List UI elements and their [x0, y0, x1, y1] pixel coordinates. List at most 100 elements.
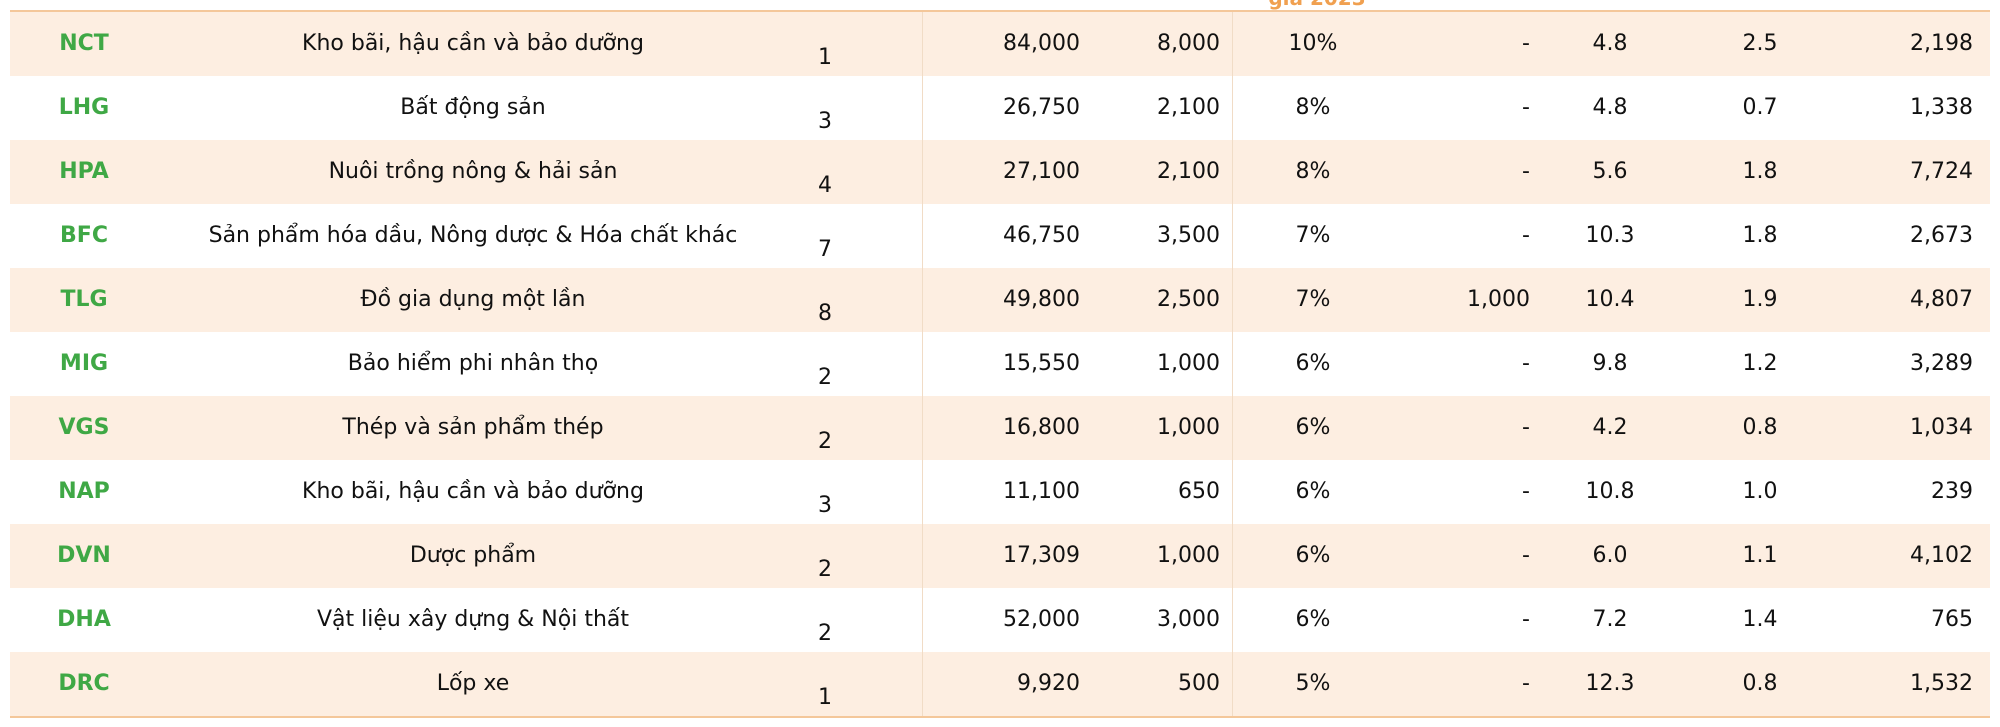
sector-cell: Vật liệu xây dựng & Nội thất [316, 607, 630, 632]
column-divider [922, 396, 923, 460]
column-divider [1232, 12, 1233, 76]
ticker-cell: BFC [60, 223, 108, 248]
pb-cell: 1.9 [1742, 287, 1778, 312]
table-row: DHA Vật liệu xây dựng & Nội thất 2 52,000 3,… [10, 588, 1990, 652]
dividend-cell: 2,100 [1157, 95, 1220, 120]
count-cell: 2 [818, 621, 832, 646]
extra-cell: - [1522, 95, 1530, 120]
market-cap-cell: 1,034 [1910, 415, 1973, 440]
column-divider [922, 268, 923, 332]
extra-cell: - [1522, 607, 1530, 632]
count-cell: 2 [818, 429, 832, 454]
price-cell: 27,100 [1003, 159, 1080, 184]
extra-cell: - [1522, 671, 1530, 696]
market-cap-cell: 4,102 [1910, 543, 1973, 568]
count-cell: 1 [818, 45, 832, 70]
sector-cell: Bất động sản [400, 95, 546, 120]
price-cell: 9,920 [1017, 671, 1080, 696]
ticker-cell: HPA [59, 159, 109, 184]
column-divider [922, 76, 923, 140]
yield-cell: 7% [1295, 287, 1331, 312]
column-divider [922, 460, 923, 524]
price-cell: 84,000 [1003, 31, 1080, 56]
pe-cell: 4.2 [1592, 415, 1628, 440]
pb-cell: 1.0 [1742, 479, 1778, 504]
yield-cell: 8% [1295, 159, 1331, 184]
pe-cell: 4.8 [1592, 95, 1628, 120]
extra-cell: - [1522, 31, 1530, 56]
pb-cell: 2.5 [1742, 31, 1778, 56]
extra-cell: - [1522, 479, 1530, 504]
table-row: BFC Sản phẩm hóa dầu, Nông dược & Hóa chấ… [10, 204, 1990, 268]
yield-cell: 6% [1295, 415, 1331, 440]
price-cell: 49,800 [1003, 287, 1080, 312]
column-divider [1232, 204, 1233, 268]
column-divider [1232, 524, 1233, 588]
extra-cell: - [1522, 415, 1530, 440]
column-divider [922, 332, 923, 396]
pb-cell: 1.8 [1742, 159, 1778, 184]
pb-cell: 1.4 [1742, 607, 1778, 632]
pe-cell: 10.8 [1585, 479, 1635, 504]
column-divider [1232, 140, 1233, 204]
pb-cell: 1.1 [1742, 543, 1778, 568]
market-cap-cell: 3,289 [1910, 351, 1973, 376]
ticker-cell: VGS [58, 415, 110, 440]
ticker-cell: NCT [59, 31, 109, 56]
table-row: HPA Nuôi trồng nông & hải sản 4 27,100 2,100… [10, 140, 1990, 204]
table-row: MIG Bảo hiểm phi nhân thọ 2 15,550 1,000 6% - 9… [10, 332, 1990, 396]
market-cap-cell: 2,198 [1910, 31, 1973, 56]
sector-cell: Bảo hiểm phi nhân thọ [347, 351, 599, 376]
sector-cell: Dược phẩm [409, 543, 537, 568]
sector-cell: Sản phẩm hóa dầu, Nông dược & Hóa chất k… [208, 223, 738, 248]
column-divider [1232, 396, 1233, 460]
table-row: VGS Thép và sản phẩm thép 2 16,800 1,000 6% - 4… [10, 396, 1990, 460]
dividend-cell: 1,000 [1157, 351, 1220, 376]
price-cell: 52,000 [1003, 607, 1080, 632]
pe-cell: 10.3 [1585, 223, 1635, 248]
table-row: DRC Lốp xe 1 9,920 500 5% - 12.3 0.8 1,532 [10, 652, 1990, 716]
count-cell: 7 [818, 237, 832, 262]
dividend-cell: 500 [1178, 671, 1220, 696]
ticker-cell: DVN [57, 543, 111, 568]
column-divider [922, 204, 923, 268]
yield-cell: 6% [1295, 351, 1331, 376]
table-row: NAP Kho bãi, hậu cần và bảo dưỡng 3 11,100 6… [10, 460, 1990, 524]
market-cap-cell: 1,338 [1910, 95, 1973, 120]
price-cell: 46,750 [1003, 223, 1080, 248]
column-divider [1232, 588, 1233, 652]
yield-cell: 6% [1295, 607, 1331, 632]
yield-cell: 6% [1295, 479, 1331, 504]
extra-cell: - [1522, 159, 1530, 184]
column-header-fragment: giá 2023 [1267, 0, 1367, 10]
count-cell: 2 [818, 557, 832, 582]
column-divider [922, 652, 923, 716]
dividend-cell: 3,000 [1157, 607, 1220, 632]
ticker-cell: DHA [57, 607, 111, 632]
count-cell: 8 [818, 301, 832, 326]
yield-cell: 5% [1295, 671, 1331, 696]
price-cell: 26,750 [1003, 95, 1080, 120]
yield-cell: 7% [1295, 223, 1331, 248]
dividend-cell: 1,000 [1157, 415, 1220, 440]
pe-cell: 9.8 [1592, 351, 1628, 376]
price-cell: 15,550 [1003, 351, 1080, 376]
ticker-cell: TLG [60, 287, 108, 312]
ticker-cell: LHG [58, 95, 110, 120]
sector-cell: Đồ gia dụng một lần [360, 287, 586, 312]
pe-cell: 7.2 [1592, 607, 1628, 632]
pe-cell: 5.6 [1592, 159, 1628, 184]
column-divider [1232, 332, 1233, 396]
pb-cell: 0.7 [1742, 95, 1778, 120]
table-row: TLG Đồ gia dụng một lần 8 49,800 2,500 7% 1,00… [10, 268, 1990, 332]
sector-cell: Lốp xe [436, 671, 510, 696]
extra-cell: - [1522, 543, 1530, 568]
count-cell: 1 [818, 685, 832, 710]
dividend-cell: 1,000 [1157, 543, 1220, 568]
sector-cell: Nuôi trồng nông & hải sản [328, 159, 618, 184]
sector-cell: Thép và sản phẩm thép [342, 415, 604, 440]
yield-cell: 6% [1295, 543, 1331, 568]
market-cap-cell: 2,673 [1910, 223, 1973, 248]
table-row: DVN Dược phẩm 2 17,309 1,000 6% - 6.0 1.1 4,102 [10, 524, 1990, 588]
